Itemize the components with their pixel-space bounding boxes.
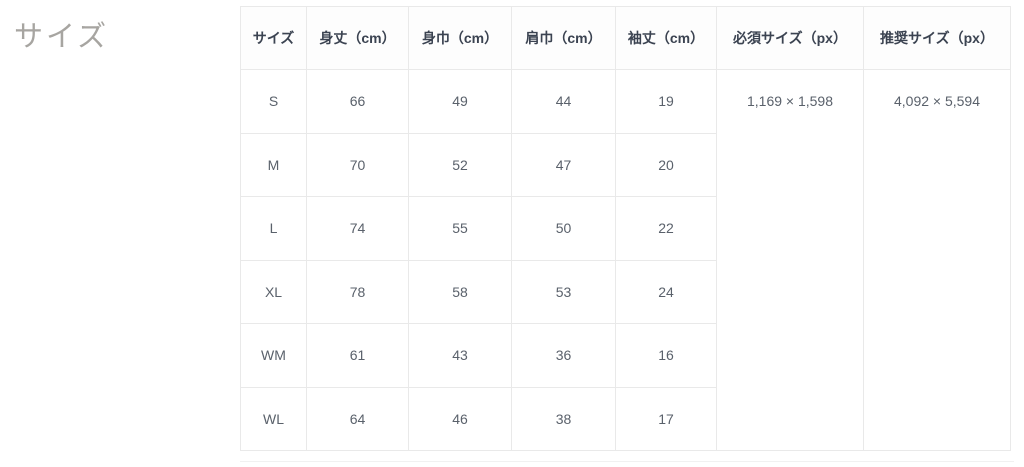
cell-body-length: 61: [306, 323, 409, 388]
cell-body-width: 55: [408, 196, 512, 261]
cell-shoulder-width: 53: [511, 259, 616, 324]
cell-body-length: 70: [306, 132, 409, 197]
table-row-xl: XL 78 58 53 24: [240, 259, 1011, 324]
cell-sleeve-length: 22: [615, 196, 717, 261]
cell-shoulder-width: 50: [511, 196, 616, 261]
cell-shoulder-width: 44: [511, 69, 616, 134]
cell-body-width: 52: [408, 132, 512, 197]
header-row: サイズ 身丈（cm） 身巾（cm） 肩巾（cm） 袖丈（cm） 必須サイズ（px…: [240, 6, 1011, 70]
cell-body-width: 58: [408, 259, 512, 324]
cell-sleeve-length: 20: [615, 132, 717, 197]
cell-shoulder-width: 47: [511, 132, 616, 197]
cell-body-length: 78: [306, 259, 409, 324]
cell-sleeve-length: 19: [615, 69, 717, 134]
column-header-body-length: 身丈（cm）: [306, 6, 409, 70]
page-title: サイズ: [14, 21, 110, 53]
cell-shoulder-width: 38: [511, 386, 616, 451]
cell-sleeve-length: 24: [615, 259, 717, 324]
size-label: WL: [240, 386, 307, 451]
table-row-wm: WM 61 43 36 16: [240, 323, 1011, 388]
table-row-m: M 70 52 47 20: [240, 132, 1011, 197]
column-header-size: サイズ: [240, 6, 307, 70]
size-label: WM: [240, 323, 307, 388]
cell-required-px: 1,169 × 1,598: [716, 69, 864, 451]
cell-body-width: 49: [408, 69, 512, 134]
size-label: M: [240, 132, 307, 197]
cell-body-length: 66: [306, 69, 409, 134]
table-bottom-divider: [240, 461, 1014, 462]
column-header-required-px: 必須サイズ（px）: [716, 6, 864, 70]
size-label: XL: [240, 259, 307, 324]
size-label: S: [240, 69, 307, 134]
table-row-l: L 74 55 50 22: [240, 196, 1011, 261]
column-header-recommended-px: 推奨サイズ（px）: [863, 6, 1011, 70]
column-header-shoulder-width: 肩巾（cm）: [511, 6, 616, 70]
table-row-wl: WL 64 46 38 17: [240, 386, 1011, 451]
column-header-sleeve-length: 袖丈（cm）: [615, 6, 717, 70]
cell-shoulder-width: 36: [511, 323, 616, 388]
cell-sleeve-length: 17: [615, 386, 717, 451]
cell-body-length: 74: [306, 196, 409, 261]
column-header-body-width: 身巾（cm）: [408, 6, 512, 70]
size-label: L: [240, 196, 307, 261]
size-table: サイズ 身丈（cm） 身巾（cm） 肩巾（cm） 袖丈（cm） 必須サイズ（px…: [240, 6, 1011, 451]
size-table-container: サイズ 身丈（cm） 身巾（cm） 肩巾（cm） 袖丈（cm） 必須サイズ（px…: [240, 6, 1011, 451]
cell-recommended-px: 4,092 × 5,594: [863, 69, 1011, 451]
cell-sleeve-length: 16: [615, 323, 717, 388]
cell-body-width: 43: [408, 323, 512, 388]
size-table-header: サイズ 身丈（cm） 身巾（cm） 肩巾（cm） 袖丈（cm） 必須サイズ（px…: [240, 6, 1011, 70]
cell-body-length: 64: [306, 386, 409, 451]
table-row-s: S 66 49 44 19 1,169 × 1,598 4,092 × 5,59…: [240, 69, 1011, 451]
cell-body-width: 46: [408, 386, 512, 451]
size-table-body: S 66 49 44 19 1,169 × 1,598 4,092 × 5,59…: [240, 69, 1011, 451]
